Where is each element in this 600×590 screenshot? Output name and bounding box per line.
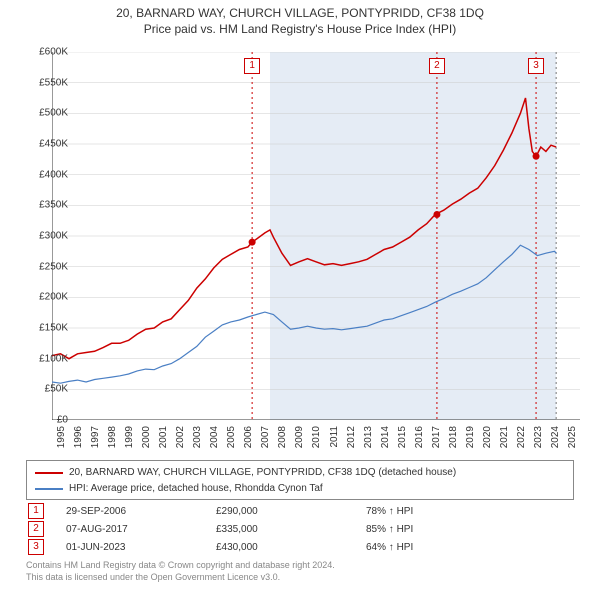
x-axis-label: 2022 xyxy=(516,426,527,448)
sale-marker-icon: 1 xyxy=(244,58,260,74)
transactions-table: 1 29-SEP-2006 £290,000 78% ↑ HPI 2 07-AU… xyxy=(28,502,486,556)
tx-date: 07-AUG-2017 xyxy=(66,524,216,535)
footer-line-2: This data is licensed under the Open Gov… xyxy=(26,572,335,584)
sale-marker-icon: 2 xyxy=(429,58,445,74)
y-axis-label: £50K xyxy=(45,384,68,395)
title-line-2: Price paid vs. HM Land Registry's House … xyxy=(0,22,600,38)
x-axis-label: 1997 xyxy=(90,426,101,448)
footer-line-1: Contains HM Land Registry data © Crown c… xyxy=(26,560,335,572)
x-axis-label: 2014 xyxy=(380,426,391,448)
x-axis-label: 2000 xyxy=(141,426,152,448)
y-axis-label: £350K xyxy=(39,200,68,211)
x-axis-label: 2008 xyxy=(277,426,288,448)
tx-date: 29-SEP-2006 xyxy=(66,506,216,517)
table-row: 3 01-JUN-2023 £430,000 64% ↑ HPI xyxy=(28,538,486,556)
x-axis-label: 2001 xyxy=(158,426,169,448)
y-axis-label: £300K xyxy=(39,231,68,242)
x-axis-label: 2020 xyxy=(482,426,493,448)
title-line-1: 20, BARNARD WAY, CHURCH VILLAGE, PONTYPR… xyxy=(0,6,600,22)
x-axis-label: 2010 xyxy=(311,426,322,448)
footer-attribution: Contains HM Land Registry data © Crown c… xyxy=(26,560,335,583)
x-axis-label: 2012 xyxy=(346,426,357,448)
legend-item: 20, BARNARD WAY, CHURCH VILLAGE, PONTYPR… xyxy=(35,465,565,480)
sale-marker-icon: 3 xyxy=(528,58,544,74)
x-axis-label: 2006 xyxy=(243,426,254,448)
legend: 20, BARNARD WAY, CHURCH VILLAGE, PONTYPR… xyxy=(26,460,574,500)
x-axis-label: 2023 xyxy=(533,426,544,448)
y-axis-label: £0 xyxy=(57,415,68,426)
x-axis-label: 2024 xyxy=(550,426,561,448)
legend-label: HPI: Average price, detached house, Rhon… xyxy=(69,481,323,496)
x-axis-label: 1998 xyxy=(107,426,118,448)
x-axis-label: 1999 xyxy=(124,426,135,448)
tx-hpi: 85% ↑ HPI xyxy=(366,524,486,535)
x-axis-label: 2015 xyxy=(397,426,408,448)
y-axis-label: £550K xyxy=(39,77,68,88)
tx-hpi: 78% ↑ HPI xyxy=(366,506,486,517)
x-axis-label: 2003 xyxy=(192,426,203,448)
x-axis-label: 2011 xyxy=(329,426,340,448)
sale-marker-icon: 3 xyxy=(28,539,44,555)
x-axis-label: 1995 xyxy=(56,426,67,448)
x-axis-label: 2016 xyxy=(414,426,425,448)
chart-plot xyxy=(52,52,580,420)
x-axis-label: 2019 xyxy=(465,426,476,448)
y-axis-label: £250K xyxy=(39,261,68,272)
y-axis-label: £150K xyxy=(39,323,68,334)
tx-price: £290,000 xyxy=(216,506,366,517)
table-row: 2 07-AUG-2017 £335,000 85% ↑ HPI xyxy=(28,520,486,538)
x-axis-label: 2009 xyxy=(294,426,305,448)
chart-title: 20, BARNARD WAY, CHURCH VILLAGE, PONTYPR… xyxy=(0,0,600,37)
sale-marker-icon: 2 xyxy=(28,521,44,537)
y-axis-label: £100K xyxy=(39,353,68,364)
x-axis-label: 2004 xyxy=(209,426,220,448)
legend-label: 20, BARNARD WAY, CHURCH VILLAGE, PONTYPR… xyxy=(69,465,456,480)
x-axis-label: 2021 xyxy=(499,426,510,448)
tx-price: £335,000 xyxy=(216,524,366,535)
table-row: 1 29-SEP-2006 £290,000 78% ↑ HPI xyxy=(28,502,486,520)
sale-marker-icon: 1 xyxy=(28,503,44,519)
x-axis-label: 2018 xyxy=(448,426,459,448)
tx-hpi: 64% ↑ HPI xyxy=(366,542,486,553)
y-axis-label: £200K xyxy=(39,292,68,303)
x-axis-label: 2017 xyxy=(431,426,442,448)
legend-item: HPI: Average price, detached house, Rhon… xyxy=(35,481,565,496)
y-axis-label: £450K xyxy=(39,139,68,150)
tx-price: £430,000 xyxy=(216,542,366,553)
x-axis-label: 1996 xyxy=(73,426,84,448)
x-axis-label: 2005 xyxy=(226,426,237,448)
y-axis-label: £400K xyxy=(39,169,68,180)
legend-swatch xyxy=(35,472,63,474)
y-axis-label: £600K xyxy=(39,47,68,58)
x-axis-label: 2013 xyxy=(363,426,374,448)
x-axis-label: 2025 xyxy=(567,426,578,448)
x-axis-label: 2007 xyxy=(260,426,271,448)
legend-swatch xyxy=(35,488,63,490)
y-axis-label: £500K xyxy=(39,108,68,119)
tx-date: 01-JUN-2023 xyxy=(66,542,216,553)
x-axis-label: 2002 xyxy=(175,426,186,448)
